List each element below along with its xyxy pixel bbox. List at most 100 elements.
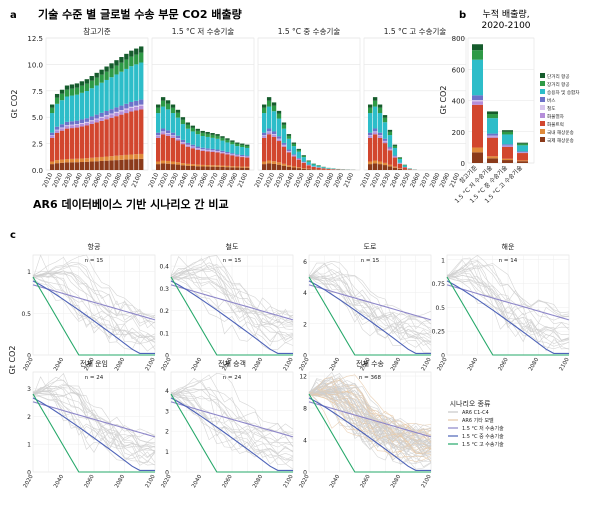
- panel-a-bar-segment: [129, 159, 134, 170]
- panel-a-bar-segment: [225, 154, 230, 166]
- panel-a-bar-segment: [124, 113, 129, 155]
- panel-c-bg-line: [308, 383, 432, 463]
- panel-c-bg-line: [32, 376, 156, 448]
- panel-a-bar-segment: [240, 143, 245, 145]
- panel-c-bg-line: [170, 395, 294, 454]
- panel-a-bar-segment: [99, 156, 104, 161]
- panel-c-bg-line: [170, 276, 294, 340]
- panel-a-bar-segment: [271, 134, 277, 135]
- panel-a-bar-segment: [271, 163, 277, 170]
- panel-a-bar-segment: [210, 148, 215, 151]
- panel-c-scenario-line: [32, 276, 155, 356]
- panel-a-bar-segment: [368, 113, 373, 133]
- panel-a-bar-segment: [296, 148, 301, 150]
- panel-c-bg-line: [170, 267, 294, 325]
- panel-c-legend-label: 1.5 °C 중 수송기술: [462, 433, 504, 440]
- panel-b-bar-segment: [472, 104, 483, 148]
- panel-a-bar-segment: [200, 164, 205, 167]
- panel-c-ytick-label: 6: [303, 259, 307, 266]
- panel-a-bar-segment: [220, 152, 225, 154]
- panel-a-bar-segment: [210, 166, 215, 170]
- panel-a-bar-segment: [240, 154, 245, 157]
- panel-a-bar-segment: [271, 105, 277, 112]
- panel-c-bg-line: [170, 268, 294, 347]
- panel-a-bar-segment: [170, 161, 176, 165]
- panel-c-bg-line: [32, 389, 156, 466]
- panel-c-xtick-label: 2040: [191, 357, 203, 373]
- panel-a-bar-segment: [84, 122, 89, 126]
- panel-a-bar-segment: [139, 46, 144, 53]
- panel-a-bar-segment: [215, 149, 220, 151]
- panel-a-bar-segment: [230, 141, 235, 145]
- panel-c-scenario-line: [32, 284, 156, 321]
- panel-a-ylabel: Gt CO2: [10, 90, 19, 119]
- panel-a-bar-segment: [220, 140, 225, 151]
- panel-a-bar-segment: [240, 144, 245, 148]
- panel-c-xtick-label: 2100: [421, 474, 433, 490]
- panel-a-bar-segment: [185, 122, 191, 125]
- panel-a-bar-segment: [301, 155, 306, 156]
- panel-c-bg-line: [170, 372, 294, 448]
- panel-c-bg-line: [446, 276, 570, 350]
- panel-c-bg-line: [446, 272, 570, 341]
- panel-a-bar-segment: [79, 123, 85, 127]
- panel-a-bar-segment: [114, 112, 119, 117]
- panel-a-bar-segment: [377, 137, 383, 162]
- panel-c-ytick-label: 4: [165, 388, 169, 395]
- panel-c-bg-line: [308, 263, 432, 329]
- panel-a-bar-segment: [124, 59, 129, 69]
- panel-c-xtick-label: 2080: [528, 357, 540, 373]
- panel-a-bar-segment: [185, 142, 191, 145]
- panel-c-ytick-label: 0.5: [21, 311, 31, 318]
- panel-a-bar-segment: [170, 107, 176, 114]
- panel-c-facet-title: 전체 수송: [356, 359, 385, 368]
- panel-a-bar-segment: [104, 119, 109, 157]
- panel-c-bg-line: [170, 396, 294, 448]
- panel-a-bar-segment: [69, 124, 75, 126]
- panel-a-bar-segment: [180, 139, 186, 143]
- panel-c-bg-line: [32, 390, 156, 449]
- panel-a-bar-segment: [215, 166, 220, 170]
- panel-c-scenario-line: [170, 276, 293, 356]
- panel-c-bg-line: [308, 379, 432, 435]
- panel-c-xtick-label: 2080: [390, 357, 402, 373]
- panel-a-bar-segment: [89, 121, 94, 124]
- panel-c-bg-line: [170, 374, 294, 436]
- panel-a-bar-segment: [69, 121, 75, 125]
- panel-a-bar-segment: [50, 107, 55, 114]
- panel-a-bar-segment: [170, 113, 176, 133]
- panel-a-bar-segment: [109, 156, 114, 161]
- panel-a-bar-segment: [235, 154, 240, 156]
- panel-a-bar-segment: [64, 121, 70, 126]
- panel-a-facet-title: 참고기준: [83, 26, 111, 36]
- panel-a-bar-segment: [235, 142, 240, 144]
- panel-a-bar-segment: [170, 164, 176, 170]
- panel-a-bar-segment: [175, 135, 181, 139]
- panel-c-scenario-line: [446, 280, 569, 354]
- panel-a-bar-segment: [156, 107, 161, 114]
- panel-a-bar-segment: [368, 137, 373, 162]
- panel-a-bar-segment: [392, 147, 398, 156]
- panel-a-bar-segment: [180, 144, 186, 164]
- panel-c-ytick-label: 1: [27, 442, 31, 449]
- panel-a-bar-segment: [225, 139, 230, 143]
- panel-b-bar-segment: [472, 147, 483, 153]
- panel-a-bar-segment: [195, 148, 200, 150]
- panel-a-bar-segment: [291, 155, 297, 157]
- panel-c-bg-line: [446, 260, 570, 317]
- panel-a-bar-segment: [74, 87, 80, 95]
- panel-a-bar-segment: [134, 110, 139, 155]
- panel-title-a: 기술 수준 별 글로벌 수송 부문 CO2 배출량: [38, 7, 242, 21]
- panel-a-bar-segment: [84, 90, 89, 119]
- panel-a-bar-segment: [296, 168, 301, 170]
- panel-c-xtick-label: 2020: [161, 474, 173, 490]
- panel-c-bg-line: [170, 255, 294, 324]
- panel-label-b: b: [459, 10, 466, 21]
- panel-b-legend-swatch: [540, 89, 545, 94]
- panel-c-scenario-line: [308, 284, 432, 321]
- panel-c-ytick-label: 0: [27, 353, 31, 360]
- panel-a-bar-segment: [119, 110, 124, 112]
- panel-b-legend-label: 화물트럭: [547, 121, 564, 128]
- panel-a-bar-segment: [245, 156, 250, 158]
- panel-c-bg-line: [170, 256, 294, 321]
